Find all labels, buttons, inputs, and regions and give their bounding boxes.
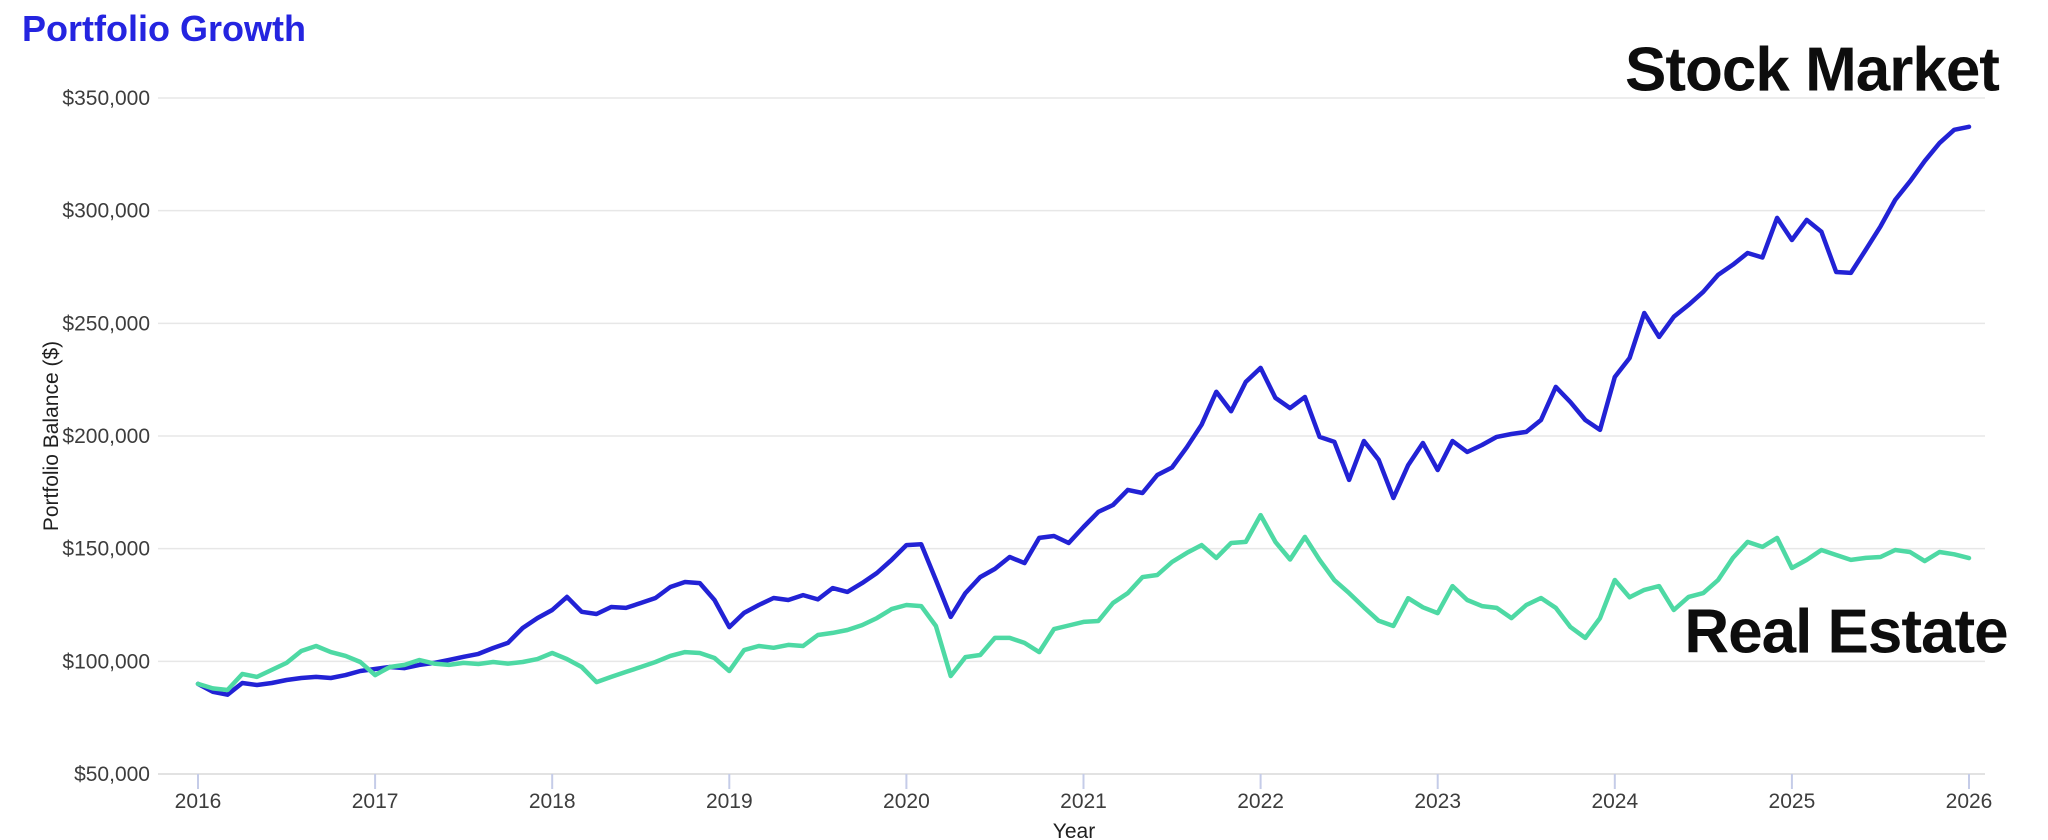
y-tick-label: $350,000 bbox=[62, 87, 150, 110]
x-tick-label: 2016 bbox=[175, 790, 222, 813]
series-label-stock-market: Stock Market bbox=[1625, 35, 2000, 105]
y-tick-label: $300,000 bbox=[62, 200, 150, 223]
x-tick-label: 2019 bbox=[706, 790, 753, 813]
x-tick-label: 2017 bbox=[352, 790, 399, 813]
x-tick-label: 2022 bbox=[1237, 790, 1284, 813]
series-label-real-estate: Real Estate bbox=[1684, 597, 2008, 667]
y-tick-label: $100,000 bbox=[62, 650, 150, 673]
y-axis-title: Portfolio Balance ($) bbox=[40, 340, 63, 532]
chart-title: Portfolio Growth bbox=[22, 8, 306, 49]
x-axis-title: Year bbox=[1052, 820, 1096, 840]
stock-market-line bbox=[195, 124, 1972, 697]
x-tick-label: 2023 bbox=[1414, 790, 1461, 813]
real-estate-line bbox=[195, 512, 1972, 693]
y-tick-label: $50,000 bbox=[74, 763, 150, 786]
x-tick-label: 2024 bbox=[1591, 790, 1638, 813]
y-tick-label: $200,000 bbox=[62, 425, 150, 448]
x-tick-label: 2021 bbox=[1060, 790, 1107, 813]
x-tick-label: 2020 bbox=[883, 790, 930, 813]
x-tick-label: 2025 bbox=[1769, 790, 1816, 813]
y-tick-label: $150,000 bbox=[62, 538, 150, 561]
y-tick-label: $250,000 bbox=[62, 312, 150, 335]
x-tick-label: 2018 bbox=[529, 790, 576, 813]
x-tick-label: 2026 bbox=[1946, 790, 1993, 813]
